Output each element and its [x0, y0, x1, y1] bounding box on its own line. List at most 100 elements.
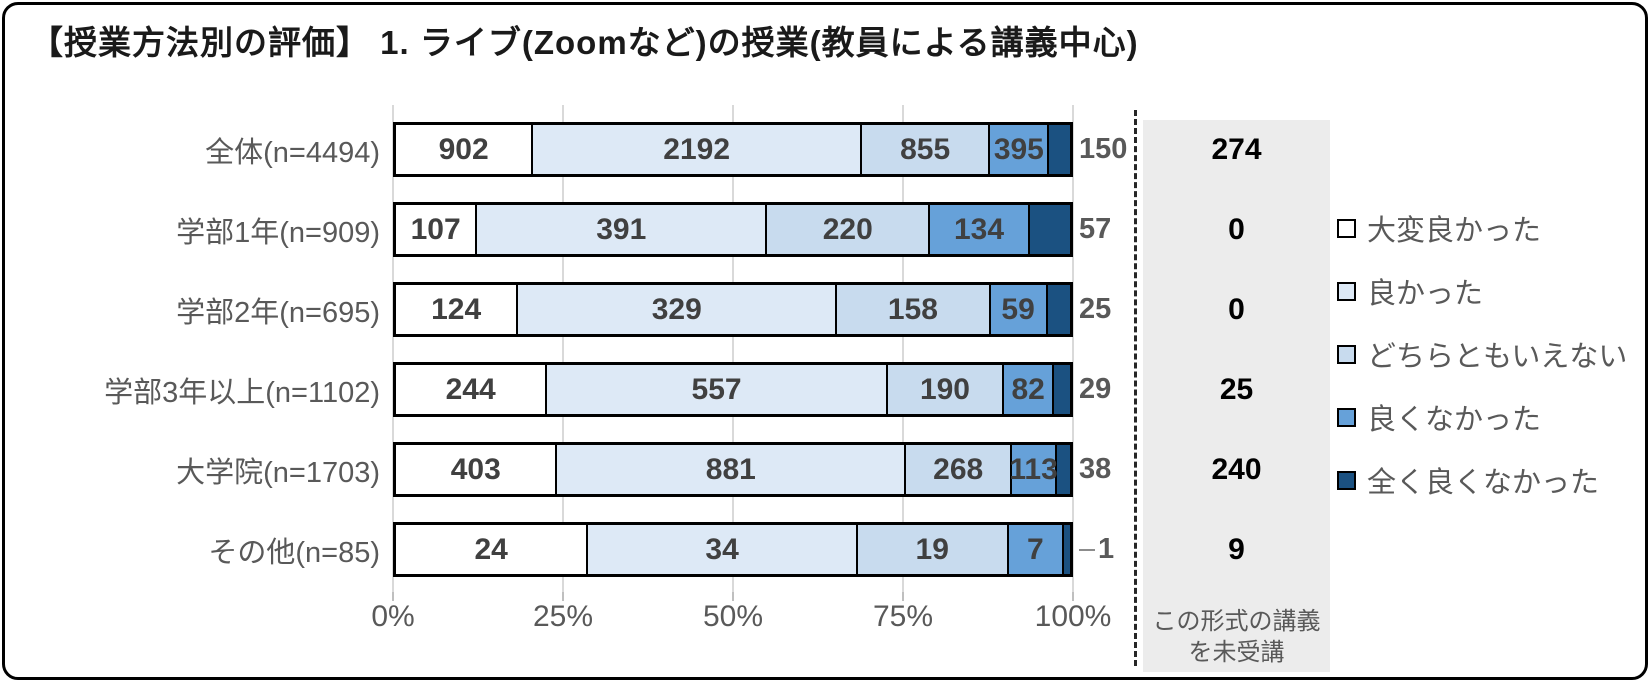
legend-swatch-icon: [1337, 344, 1356, 364]
axis-tick: [392, 592, 394, 601]
x-tick-label: 100%: [1034, 600, 1112, 633]
unattended-value: 0: [1228, 292, 1245, 326]
last-segment-value: 38: [1079, 453, 1112, 485]
bar-row: 902 2192 855 395: [393, 122, 1073, 177]
axis-tick: [902, 592, 904, 601]
bar-segment: 7: [1006, 525, 1063, 574]
category-label: その他(n=85): [208, 536, 380, 569]
bar-segment: [1054, 445, 1070, 494]
legend-swatch-icon: [1337, 407, 1356, 427]
category-label: 学部3年以上(n=1102): [104, 376, 380, 409]
segment-value-label: 134: [953, 212, 1005, 246]
dashed-separator: [1134, 110, 1137, 666]
last-segment-value: 57: [1079, 213, 1112, 245]
segment-value-label: 113: [1009, 452, 1058, 486]
bar-segment: 403: [396, 445, 556, 494]
last-segment-value-label: 29: [1079, 362, 1111, 417]
legend-swatch-icon: [1337, 470, 1356, 490]
segment-value-label: 82: [1011, 372, 1045, 406]
segment-value-label: 158: [887, 292, 938, 326]
last-segment-value-label: 57: [1079, 202, 1111, 257]
last-segment-value-label: 38: [1079, 442, 1111, 497]
segment-value-label: 34: [705, 532, 739, 566]
legend-label: 全く良くなかった: [1367, 467, 1600, 499]
label-leader-line: [1079, 548, 1095, 551]
unattended-value: 240: [1211, 452, 1262, 486]
legend-item: 良かった: [1337, 273, 1483, 310]
gridline: [902, 105, 904, 592]
bar-row: 107 391 220 134: [393, 202, 1073, 257]
bar-segment: [1062, 525, 1070, 574]
unattended-note-line2: を未受講: [1188, 638, 1285, 666]
chart-title: 【授業方法別の評価】 1. ライブ(Zoomなど)の授業(教員による講義中心): [30, 24, 1139, 61]
last-segment-value: 1: [1098, 533, 1115, 565]
legend-label: どちらともいえない: [1367, 341, 1628, 373]
bar-segment: 244: [396, 365, 546, 414]
bar-segment: 113: [1009, 445, 1058, 494]
segment-value-label: 2192: [663, 132, 731, 166]
bar-segment: 902: [396, 125, 532, 174]
segment-value-label: 190: [919, 372, 970, 406]
bar-segment: 82: [1002, 365, 1053, 414]
category-label: 全体(n=4494): [205, 136, 380, 169]
segment-value-label: 59: [1001, 292, 1035, 326]
x-tick-label: 50%: [702, 600, 764, 633]
bar-row: 244 557 190 82: [393, 362, 1073, 417]
bar-segment: 391: [475, 205, 766, 254]
axis-tick: [732, 592, 734, 601]
segment-value-label: 107: [410, 212, 461, 246]
segment-value-label: 268: [933, 452, 984, 486]
category-label: 学部2年(n=695): [176, 296, 380, 329]
bar-segment: 124: [396, 285, 517, 334]
last-segment-value-label: 25: [1079, 282, 1111, 337]
x-tick-label: 25%: [532, 600, 594, 633]
bar-row: 24 34 19 7: [393, 522, 1073, 577]
segment-value-label: 24: [474, 532, 508, 566]
legend-item: 全く良くなかった: [1337, 462, 1600, 499]
x-tick-label: 0%: [371, 600, 415, 633]
last-segment-value-label: 150: [1079, 122, 1127, 177]
segment-value-label: 124: [431, 292, 482, 326]
gridline: [562, 105, 564, 592]
bar-segment: 190: [885, 365, 1003, 414]
legend-item: 良くなかった: [1337, 399, 1542, 436]
segment-value-label: 220: [822, 212, 873, 246]
category-label: 学部1年(n=909): [176, 216, 380, 249]
bar-segment: 268: [904, 445, 1011, 494]
gridline: [1072, 105, 1074, 592]
unattended-note-line1: この形式の講義: [1152, 607, 1321, 635]
unattended-value: 9: [1228, 532, 1245, 566]
segment-value-label: 403: [450, 452, 501, 486]
axis-tick: [1072, 592, 1074, 601]
bar-segment: 881: [555, 445, 905, 494]
legend-swatch-icon: [1337, 281, 1356, 301]
last-segment-value-label: 1: [1079, 522, 1114, 577]
bar-segment: [1027, 205, 1070, 254]
bar-segment: 557: [545, 365, 886, 414]
gridline: [392, 105, 394, 592]
last-segment-value: 25: [1079, 293, 1112, 325]
unattended-value: 0: [1228, 212, 1245, 246]
segment-value-label: 881: [705, 452, 756, 486]
axis-tick: [562, 592, 564, 601]
bar-segment: 19: [855, 525, 1007, 574]
unattended-note: この形式の講義 を未受講: [1143, 606, 1330, 668]
segment-value-label: 244: [445, 372, 496, 406]
segment-value-label: 7: [1026, 532, 1044, 566]
bar-segment: 855: [860, 125, 989, 174]
last-segment-value: 29: [1079, 373, 1112, 405]
bar-row: 403 881 268 113: [393, 442, 1073, 497]
bar-segment: 2192: [531, 125, 861, 174]
last-segment-value: 150: [1079, 133, 1128, 165]
bar-segment: 329: [516, 285, 836, 334]
bar-segment: 34: [586, 525, 856, 574]
legend-item: 大変良かった: [1337, 210, 1541, 247]
legend-label: 良くなかった: [1367, 404, 1542, 436]
segment-value-label: 19: [915, 532, 949, 566]
unattended-value: 274: [1211, 132, 1262, 166]
bar-segment: 134: [928, 205, 1028, 254]
bar-segment: 158: [835, 285, 989, 334]
bar-segment: [1052, 365, 1070, 414]
bar-segment: 395: [988, 125, 1048, 174]
